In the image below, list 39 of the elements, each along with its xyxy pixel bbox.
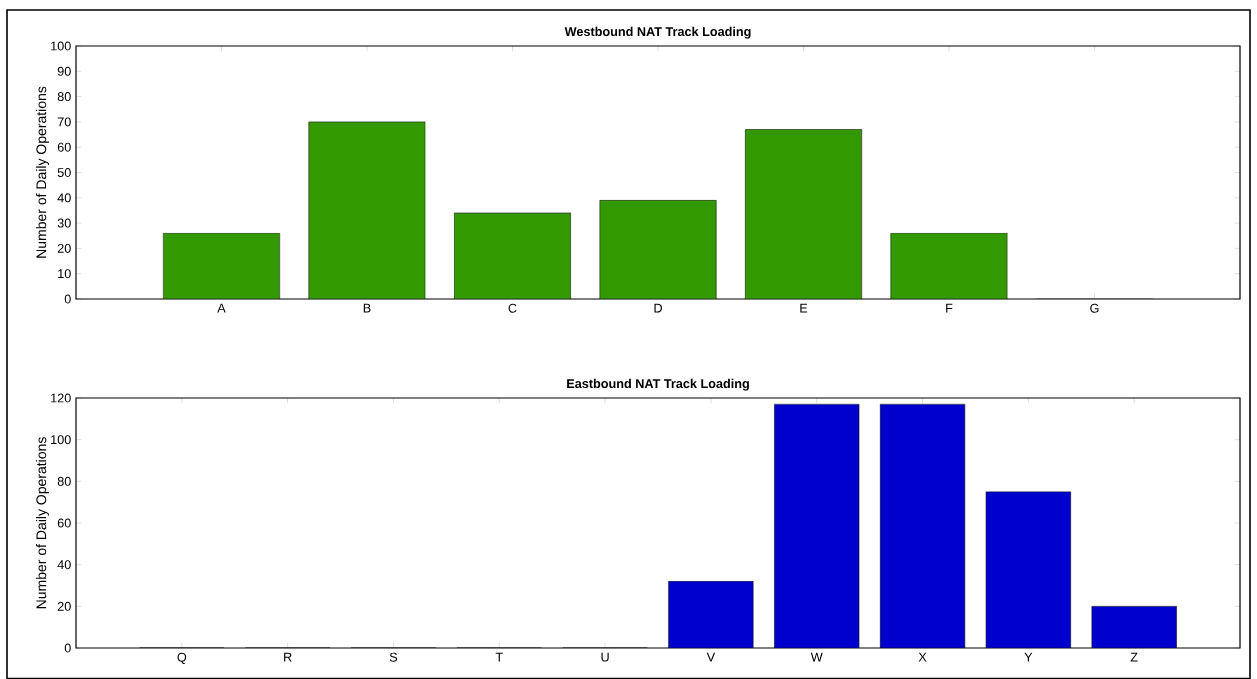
y-tick-label: 80 (57, 92, 71, 102)
x-tick-label: E (800, 303, 808, 313)
y-tick-label: 40 (57, 193, 71, 203)
y-tick-label: 70 (57, 117, 71, 127)
y-tick-label: 20 (57, 601, 71, 611)
y-tick-label: 90 (57, 66, 71, 76)
x-tick-label: T (495, 652, 503, 662)
y-tick-label: 60 (57, 518, 71, 528)
x-tick-label: G (1090, 303, 1099, 313)
x-tick-label: A (217, 303, 226, 313)
x-tick-label: R (284, 652, 292, 662)
x-tick-label: W (810, 652, 823, 662)
y-tick-label: 60 (57, 142, 71, 152)
y-tick-label: 0 (64, 294, 71, 304)
y-tick-label: 30 (57, 218, 71, 228)
x-tick-label: C (508, 303, 517, 313)
y-tick-label: 20 (57, 243, 71, 253)
y-tick-label: 0 (64, 643, 71, 653)
x-tick-label: Q (177, 652, 187, 664)
y-tick-label: 50 (57, 168, 71, 177)
x-tick-label: V (706, 652, 716, 662)
y-tick-label: 120 (51, 393, 71, 403)
chart-title: Eastbound NAT Track Loading (567, 378, 749, 391)
x-tick-label: S (389, 652, 398, 662)
x-tick-label: F (946, 303, 953, 313)
y-tick-label: 100 (51, 435, 71, 445)
y-tick-label: 80 (57, 476, 71, 486)
x-tick-label: X (918, 652, 927, 662)
chart-title: Westbound NAT Track Loading (564, 26, 751, 39)
x-tick-label: Z (1130, 652, 1138, 662)
y-tick-label: 40 (57, 560, 71, 570)
x-tick-label: D (654, 303, 662, 313)
y-axis-title: Number of Daily Operations (35, 437, 49, 609)
y-tick-label: 100 (51, 41, 71, 51)
x-tick-label: B (363, 303, 371, 313)
x-tick-label: U (601, 652, 609, 662)
y-axis-title: Number of Daily Operations (35, 86, 49, 258)
x-tick-label: Y (1024, 652, 1033, 662)
y-tick-label: 10 (58, 269, 71, 279)
